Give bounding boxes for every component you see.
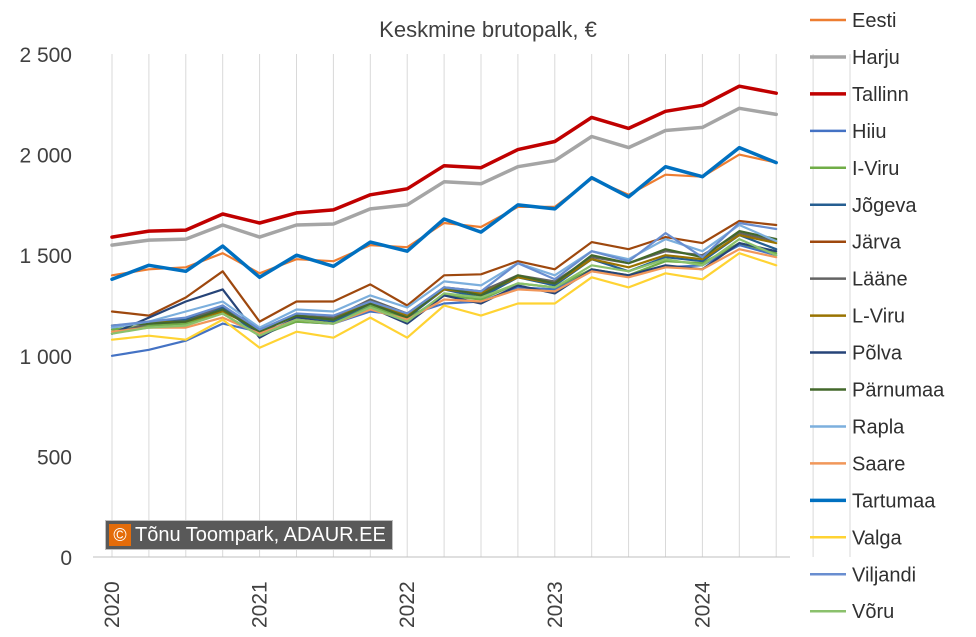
series-line-eesti: [110, 153, 778, 277]
y-tick-label: 1 500: [19, 245, 72, 268]
series-line-tallinn: [110, 84, 778, 239]
x-axis: 2020 2021 2022 2023 2024: [101, 581, 714, 628]
legend-label: Tartumaa: [852, 490, 936, 512]
legend-label: Jõgeva: [852, 195, 917, 217]
x-tick-label: 2020: [101, 581, 124, 628]
series-line-tartumaa: [110, 145, 778, 282]
y-tick-label: 500: [37, 446, 72, 469]
y-tick-label: 2 500: [19, 44, 72, 67]
series-line-harju: [110, 106, 778, 247]
x-tick-label: 2022: [396, 581, 419, 628]
legend: Eesti Harju Tallinn Hiiu I-Viru Jõgeva Järva Lä…: [810, 10, 945, 623]
series-line-põlva: [110, 242, 778, 339]
copyright-icon: ©: [109, 524, 131, 546]
legend-label: Tallinn: [852, 84, 909, 106]
legend-label: Rapla: [852, 416, 905, 438]
y-tick-label: 0: [60, 547, 72, 570]
plot-area: [110, 84, 778, 357]
series-line-rapla: [110, 223, 778, 329]
legend-label: Viljandi: [852, 564, 916, 586]
legend-label: I-Viru: [852, 158, 899, 180]
legend-label: Pärnumaa: [852, 380, 945, 402]
legend-label: Lääne: [852, 269, 908, 291]
legend-label: Hiiu: [852, 121, 886, 143]
series-line-saare: [110, 248, 778, 335]
series-line-valga: [110, 252, 778, 349]
legend-label: Järva: [852, 232, 902, 254]
y-tick-label: 1 000: [19, 346, 72, 369]
chart-title: Keskmine brutopalk, €: [379, 17, 597, 42]
legend-label: Eesti: [852, 10, 896, 32]
series-line-võru: [110, 238, 778, 337]
legend-label: L-Viru: [852, 306, 905, 328]
legend-label: Valga: [852, 527, 903, 549]
y-tick-label: 2 000: [19, 145, 72, 168]
legend-label: Saare: [852, 453, 905, 475]
x-tick-label: 2023: [544, 581, 567, 628]
series-line-järva: [110, 219, 778, 323]
series-line-viljandi: [110, 221, 778, 331]
gridlines: [111, 54, 851, 557]
legend-label: Võru: [852, 601, 894, 623]
x-tick-label: 2024: [691, 581, 714, 628]
credit-text: Tõnu Toompark, ADAUR.EE: [135, 523, 386, 546]
legend-label: Põlva: [852, 343, 903, 365]
credit-badge: © Tõnu Toompark, ADAUR.EE: [105, 520, 393, 550]
legend-label: Harju: [852, 47, 900, 69]
x-tick-label: 2021: [249, 581, 272, 628]
y-axis: 0 500 1 000 1 500 2 000 2 500: [19, 44, 72, 570]
series-line-l-viru: [110, 234, 778, 331]
